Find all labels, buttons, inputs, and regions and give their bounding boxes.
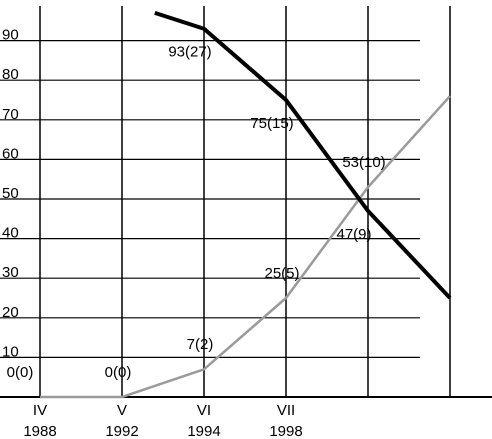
y-tick-label: 80 xyxy=(2,66,19,83)
y-tick-label: 90 xyxy=(2,27,19,44)
x-tick-label: VI xyxy=(197,402,211,419)
series-line xyxy=(154,10,452,300)
value-label: 75(15) xyxy=(250,115,293,132)
y-tick-label: 10 xyxy=(2,343,19,360)
x-year-label: 1994 xyxy=(187,423,220,439)
y-tick-label: 40 xyxy=(2,225,19,242)
x-tick-label: V xyxy=(117,402,127,419)
y-tick-label: 20 xyxy=(2,304,19,321)
value-label: 53(10) xyxy=(342,154,385,171)
y-tick-label: 60 xyxy=(2,145,19,162)
value-label: 0(0) xyxy=(105,364,132,381)
value-label: 25(5) xyxy=(264,265,299,282)
y-tick-label: 30 xyxy=(2,264,19,281)
value-label: 47(9) xyxy=(336,226,371,243)
y-tick-label: 50 xyxy=(2,185,19,202)
value-label: 7(2) xyxy=(187,336,214,353)
y-tick-label: 70 xyxy=(2,106,19,123)
series-line xyxy=(40,95,451,399)
x-tick-label: VII xyxy=(277,402,295,419)
x-tick-label: IV xyxy=(33,402,47,419)
x-year-label: 1992 xyxy=(105,423,138,439)
value-label: 0(0) xyxy=(7,364,34,381)
x-year-label: 1988 xyxy=(23,423,56,439)
value-label: 93(27) xyxy=(168,44,211,61)
x-year-label: 1998 xyxy=(269,423,302,439)
